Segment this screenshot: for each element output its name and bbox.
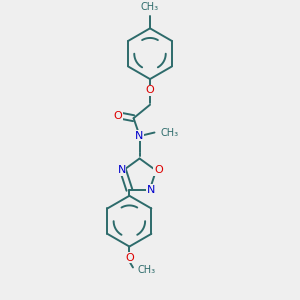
Text: N: N (147, 185, 155, 195)
Text: CH₃: CH₃ (160, 128, 178, 137)
Text: O: O (154, 166, 163, 176)
Text: CH₃: CH₃ (138, 266, 156, 275)
Text: CH₃: CH₃ (141, 2, 159, 13)
Text: N: N (135, 130, 144, 140)
Text: N: N (117, 166, 126, 176)
Text: O: O (114, 111, 122, 121)
Text: O: O (125, 253, 134, 263)
Text: O: O (146, 85, 154, 95)
